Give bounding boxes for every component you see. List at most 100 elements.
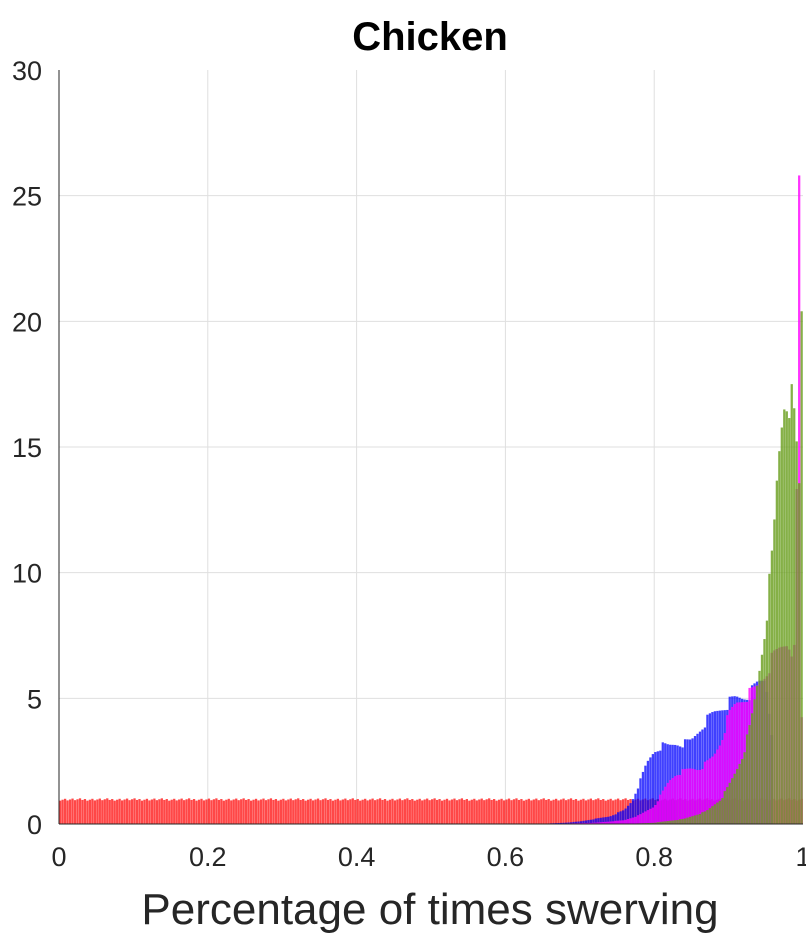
histogram-bar bbox=[73, 800, 77, 824]
x-tick-label: 0 bbox=[51, 842, 66, 872]
histogram-bar bbox=[438, 799, 441, 824]
histogram-bar bbox=[569, 798, 573, 824]
histogram-bar bbox=[661, 742, 664, 824]
histogram-bar bbox=[589, 822, 592, 824]
histogram-bar bbox=[656, 822, 659, 824]
histogram-bar bbox=[713, 804, 716, 824]
histogram-bar bbox=[304, 800, 307, 824]
histogram-bar bbox=[654, 822, 657, 824]
histogram-bar bbox=[716, 749, 719, 824]
histogram-bar bbox=[455, 800, 459, 824]
histogram-bar bbox=[431, 799, 434, 824]
x-tick-label: 0.6 bbox=[487, 842, 525, 872]
histogram-bar bbox=[706, 760, 709, 824]
histogram-bar bbox=[364, 798, 367, 824]
histogram-bar bbox=[592, 819, 595, 824]
histogram-bar bbox=[502, 800, 506, 824]
histogram-bar bbox=[755, 685, 759, 824]
histogram-bar bbox=[728, 782, 731, 824]
histogram-bar bbox=[711, 756, 714, 824]
histogram-bar bbox=[86, 800, 89, 824]
histogram-bar bbox=[688, 768, 692, 824]
histogram-bar bbox=[733, 704, 736, 824]
histogram-bar bbox=[532, 799, 535, 824]
histogram-bar bbox=[512, 799, 516, 824]
histogram-bar bbox=[458, 799, 461, 824]
histogram-bar bbox=[135, 799, 139, 824]
histogram-bar bbox=[240, 799, 243, 824]
histogram-bar bbox=[488, 798, 491, 824]
histogram-bar bbox=[688, 816, 692, 824]
histogram-bar bbox=[426, 798, 429, 824]
histogram-bar bbox=[401, 800, 404, 824]
y-tick-label: 0 bbox=[27, 810, 42, 840]
histogram-bar bbox=[525, 799, 528, 824]
histogram-bar bbox=[666, 782, 669, 824]
histogram-bar bbox=[629, 818, 632, 824]
histogram-bar bbox=[490, 799, 493, 824]
histogram-bar bbox=[232, 799, 235, 824]
histogram-bar bbox=[651, 754, 654, 824]
histogram-bar bbox=[780, 427, 783, 824]
histogram-bar bbox=[701, 768, 704, 824]
histogram-bar bbox=[669, 820, 672, 824]
histogram-bar bbox=[192, 799, 196, 824]
histogram-bar bbox=[485, 799, 488, 824]
histogram-bar bbox=[222, 800, 225, 824]
histogram-bar bbox=[634, 793, 637, 824]
histogram-bar bbox=[522, 800, 526, 824]
y-tick-label: 5 bbox=[27, 684, 42, 714]
histogram-bar bbox=[155, 800, 158, 824]
histogram-bar bbox=[634, 816, 637, 824]
histogram-bar bbox=[646, 810, 650, 824]
histogram-bar bbox=[686, 817, 689, 824]
histogram-bar bbox=[316, 798, 320, 824]
histogram-bar bbox=[788, 418, 791, 824]
histogram-bar bbox=[569, 822, 573, 824]
histogram-bar bbox=[349, 799, 352, 824]
histogram-bar bbox=[230, 800, 233, 824]
histogram-bar bbox=[674, 820, 677, 824]
histogram-bar bbox=[116, 799, 119, 824]
histogram-bar bbox=[587, 820, 590, 824]
histogram-bar bbox=[698, 814, 702, 824]
histogram-bar bbox=[693, 815, 697, 824]
histogram-bar bbox=[550, 800, 553, 824]
histogram-bar bbox=[703, 811, 707, 824]
histogram-bar bbox=[597, 798, 600, 824]
histogram-bar bbox=[289, 798, 292, 824]
histogram-bar bbox=[242, 798, 245, 824]
histogram-bar bbox=[706, 810, 709, 824]
histogram-bar bbox=[664, 743, 667, 824]
histogram-bar bbox=[639, 778, 642, 824]
histogram-bar bbox=[599, 822, 602, 824]
histogram-bar bbox=[537, 800, 540, 824]
histogram-bar bbox=[284, 800, 287, 824]
histogram-bar bbox=[609, 821, 612, 824]
histogram-bar bbox=[294, 799, 297, 824]
histogram-bar bbox=[453, 798, 456, 824]
histogram-bar bbox=[180, 798, 183, 824]
histogram-bar bbox=[371, 798, 374, 824]
histogram-bar bbox=[448, 800, 451, 824]
histogram-bar bbox=[639, 814, 642, 824]
histogram-bar bbox=[344, 798, 347, 824]
histogram-bar bbox=[61, 799, 64, 824]
x-tick-label: 0.4 bbox=[338, 842, 376, 872]
histogram-bar bbox=[679, 774, 682, 824]
histogram-bar bbox=[708, 758, 712, 824]
histogram-bar bbox=[716, 802, 719, 824]
histogram-bar bbox=[726, 715, 729, 824]
histogram-bar bbox=[646, 760, 650, 824]
histogram-bar bbox=[478, 799, 481, 824]
histogram-bar bbox=[530, 800, 533, 824]
histogram-bar bbox=[279, 799, 282, 824]
axes bbox=[58, 70, 803, 825]
histogram-bar bbox=[654, 805, 657, 824]
histogram-bar bbox=[579, 821, 583, 824]
histogram-bar bbox=[225, 799, 228, 824]
histogram-bar bbox=[758, 670, 761, 824]
histogram-bar bbox=[237, 800, 240, 824]
histogram-bar bbox=[416, 799, 419, 824]
histogram-bar bbox=[287, 799, 290, 824]
